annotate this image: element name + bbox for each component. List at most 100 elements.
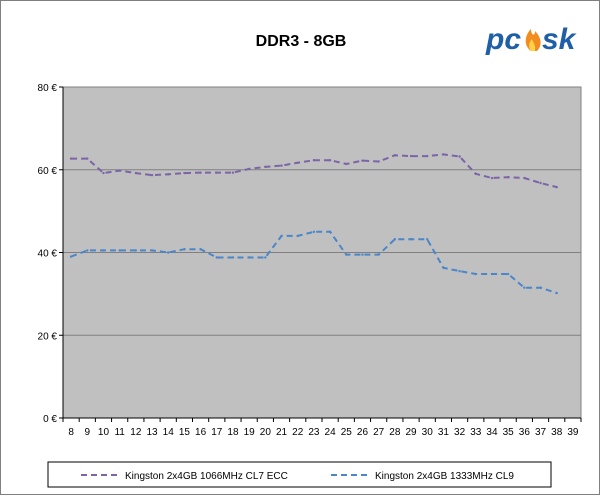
- data-point: [199, 171, 202, 174]
- data-point: [409, 154, 413, 158]
- data-point: [539, 181, 542, 185]
- data-point: [361, 253, 364, 256]
- data-point: [555, 291, 558, 295]
- data-point: [442, 266, 445, 270]
- data-point: [231, 256, 235, 259]
- x-tick-label: 17: [211, 427, 223, 438]
- data-point: [167, 173, 170, 176]
- data-point: [118, 169, 121, 172]
- data-point: [102, 249, 105, 252]
- x-axis: 8 9 10 11 12 13 14 15 16 17 18 19 20 21 22 23 24 25 26 27 28…: [62, 417, 582, 438]
- data-point: [280, 164, 283, 167]
- data-point: [199, 247, 202, 251]
- data-point: [312, 159, 316, 162]
- x-tick-label: 19: [244, 427, 256, 438]
- series-1: [69, 153, 558, 189]
- data-point: [490, 272, 494, 276]
- data-point: [231, 171, 235, 174]
- data-point: [393, 154, 397, 157]
- data-point: [345, 162, 348, 166]
- gridlines: [63, 169, 581, 336]
- flame-icon: [525, 29, 541, 51]
- data-point: [167, 251, 170, 254]
- x-tick-label: 8: [68, 427, 74, 438]
- series-2: [69, 230, 558, 295]
- data-point: [150, 173, 154, 177]
- data-point: [426, 238, 429, 241]
- legend-label: Kingston 2x4GB 1066MHz CL7 ECC: [125, 471, 288, 482]
- legend-items: Kingston 2x4GB 1066MHz CL7 ECC Kingston 2…: [81, 471, 514, 482]
- data-point: [134, 171, 138, 175]
- x-tick-label: 14: [163, 427, 175, 438]
- y-tick-label: 60 €: [38, 166, 58, 177]
- x-tick-label: 36: [519, 427, 531, 438]
- data-point: [506, 272, 510, 276]
- y-tick-label: 40 €: [38, 249, 58, 260]
- data-point: [247, 167, 251, 171]
- data-point: [215, 256, 218, 259]
- data-point: [555, 185, 558, 189]
- x-tick-label: 26: [357, 427, 369, 438]
- x-tick-label: 24: [325, 427, 337, 438]
- x-tick-label: 39: [567, 427, 579, 438]
- data-point: [183, 171, 186, 175]
- data-point: [377, 253, 380, 256]
- data-point: [442, 153, 445, 156]
- data-point: [506, 175, 510, 179]
- logo-pc-text: pc: [485, 23, 521, 56]
- data-point: [296, 234, 299, 238]
- x-tick-label: 15: [179, 427, 191, 438]
- x-tick-label: 13: [146, 427, 158, 438]
- data-point: [312, 230, 316, 234]
- chart-title: DDR3 - 8GB: [256, 33, 347, 50]
- x-tick-label: 20: [260, 427, 272, 438]
- data-point: [328, 159, 332, 162]
- data-point: [247, 256, 251, 259]
- data-point: [523, 176, 526, 180]
- data-point: [69, 157, 73, 160]
- x-tick-label: 22: [292, 427, 304, 438]
- data-point: [183, 247, 186, 251]
- pcask-logo: pc sk: [485, 23, 577, 56]
- x-tick-label: 10: [98, 427, 110, 438]
- x-tick-label: 29: [405, 427, 417, 438]
- x-tick-label: 28: [389, 427, 401, 438]
- legend-label: Kingston 2x4GB 1333MHz CL9: [375, 471, 514, 482]
- x-tick-label: 21: [276, 427, 288, 438]
- data-point: [86, 157, 89, 160]
- x-tick-label: 27: [373, 427, 385, 438]
- data-point: [474, 172, 477, 176]
- x-tick-label: 30: [422, 427, 434, 438]
- x-tick-label: 11: [114, 427, 125, 438]
- data-point: [280, 234, 283, 238]
- data-point: [102, 171, 105, 175]
- data-point: [345, 253, 348, 256]
- data-point: [458, 155, 461, 158]
- y-tick-label: 0 €: [43, 414, 57, 425]
- x-tick-label: 31: [438, 427, 450, 438]
- x-tick-label: 35: [503, 427, 515, 438]
- y-tick-label: 20 €: [38, 331, 58, 342]
- data-point: [134, 249, 138, 252]
- x-tick-label: 33: [470, 427, 482, 438]
- data-point: [539, 286, 542, 289]
- data-point: [264, 256, 267, 259]
- x-tick-label: 12: [130, 427, 142, 438]
- data-point: [118, 249, 121, 252]
- x-tick-label: 34: [486, 427, 498, 438]
- x-tick-label: 32: [454, 427, 466, 438]
- data-point: [426, 154, 429, 158]
- data-point: [361, 159, 364, 162]
- data-point: [86, 249, 89, 252]
- x-tick-label: 18: [227, 427, 239, 438]
- data-point: [377, 160, 380, 163]
- data-point: [215, 171, 218, 174]
- x-tick-label: 16: [195, 427, 207, 438]
- x-tick-label: 25: [341, 427, 353, 438]
- x-tick-label: 9: [85, 427, 91, 438]
- legend: [47, 461, 552, 488]
- data-point: [490, 176, 494, 180]
- data-point: [69, 255, 73, 258]
- data-point: [264, 165, 267, 169]
